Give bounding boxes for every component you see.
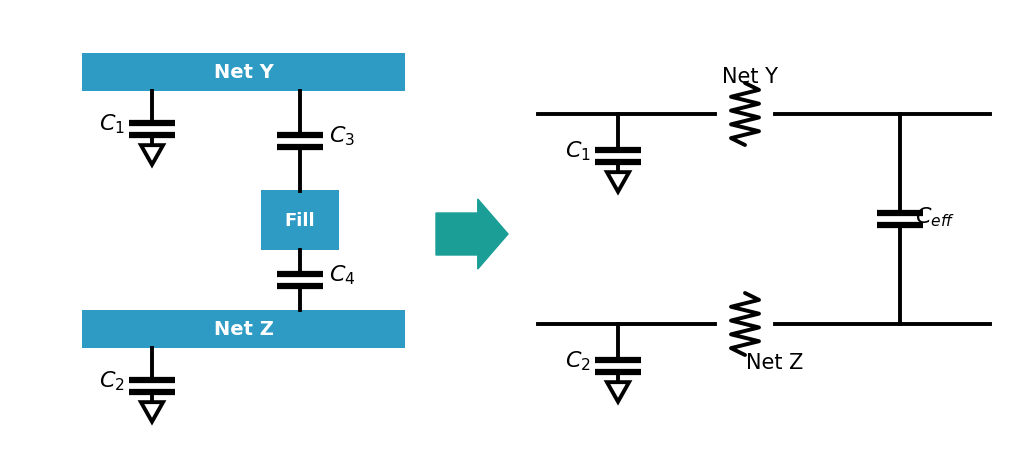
Bar: [82, 54, 406, 92]
Text: $C_2$: $C_2$: [565, 348, 591, 372]
Bar: [261, 191, 339, 251]
Text: Fill: Fill: [285, 212, 315, 230]
Text: $C_1$: $C_1$: [99, 112, 125, 136]
Bar: [82, 310, 406, 348]
Text: $C_2$: $C_2$: [99, 368, 125, 392]
Text: $C_{eff}$: $C_{eff}$: [915, 205, 955, 228]
Text: Net Z: Net Z: [214, 320, 273, 339]
Text: $C_1$: $C_1$: [565, 139, 591, 162]
Text: Net Y: Net Y: [722, 67, 778, 87]
Text: $C_4$: $C_4$: [329, 263, 355, 287]
Text: $C_3$: $C_3$: [329, 124, 355, 147]
Polygon shape: [436, 199, 508, 269]
Text: Net Z: Net Z: [746, 352, 804, 372]
Text: Net Y: Net Y: [214, 63, 273, 82]
